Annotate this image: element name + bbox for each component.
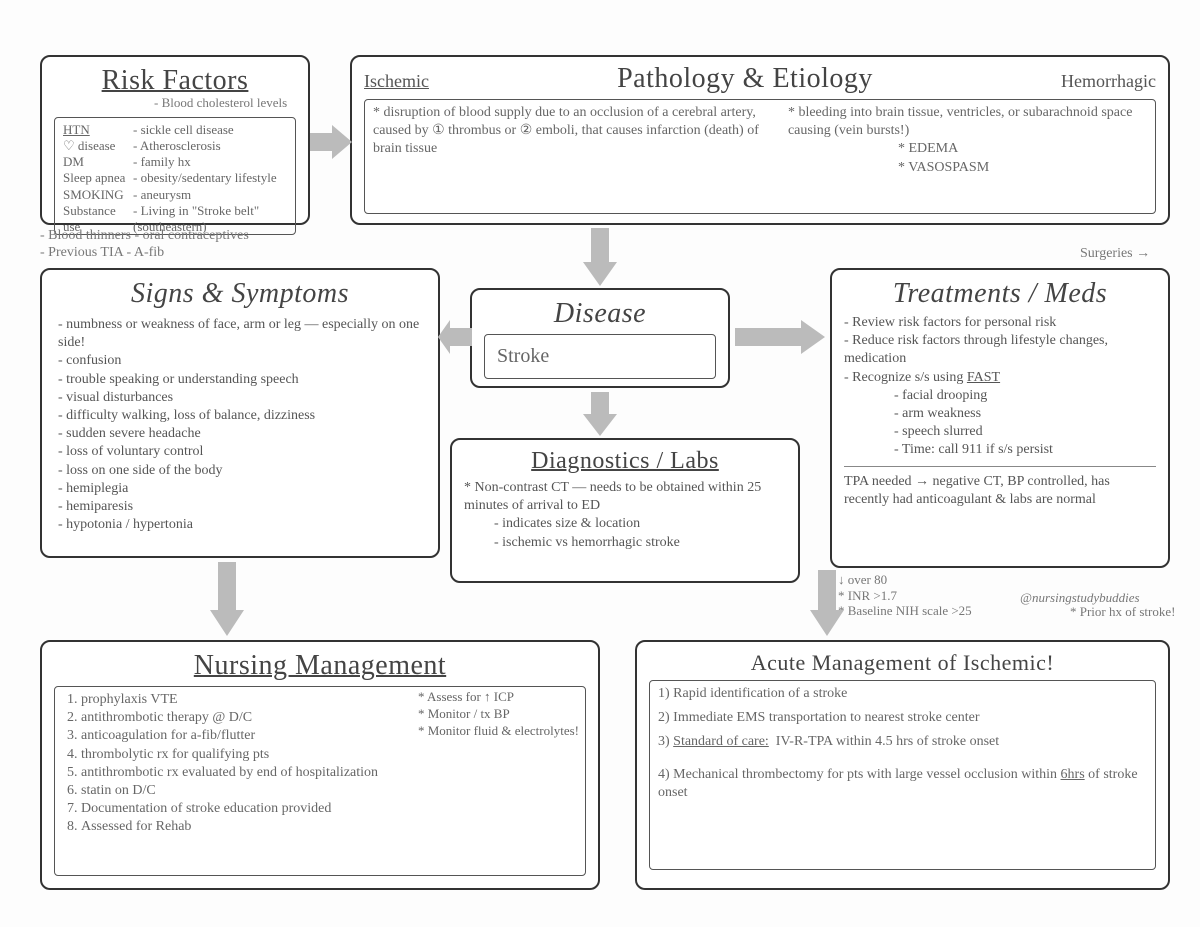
risk-below: - Blood thinners - oral contraceptives -… bbox=[40, 228, 320, 262]
fast-3: - Time: call 911 if s/s persist bbox=[894, 441, 1156, 459]
signs-6: loss of voluntary control bbox=[58, 443, 422, 461]
nursing-box: Nursing Management prophylaxis VTE antit… bbox=[40, 640, 600, 890]
risk-c2-3: - obesity/sedentary lifestyle bbox=[133, 170, 287, 186]
path-hem-label: Hemorrhagic bbox=[1061, 71, 1156, 92]
risk-factors-box: Risk Factors - Blood cholesterol levels … bbox=[40, 55, 310, 225]
treat-below2: * Prior hx of stroke! bbox=[1070, 604, 1190, 620]
arrow-disease-to-diag bbox=[583, 392, 617, 436]
diag-text: * Non-contrast CT — needs to be obtained… bbox=[464, 479, 786, 515]
path-isch-text: * disruption of blood supply due to an o… bbox=[373, 104, 768, 209]
diag-b1: - indicates size & location bbox=[464, 515, 786, 533]
signs-1: confusion bbox=[58, 352, 422, 370]
nur-5: statin on D/C bbox=[81, 782, 577, 800]
disease-title: Disease bbox=[484, 298, 716, 330]
signs-4: difficulty walking, loss of balance, diz… bbox=[58, 407, 422, 425]
ac-3: Mechanical thrombectomy for pts with lar… bbox=[658, 767, 1138, 800]
risk-c1-3: Sleep apnea bbox=[63, 170, 127, 186]
nur-s0: * Assess for ↑ ICP bbox=[418, 689, 579, 706]
signs-list: numbness or weakness of face, arm or leg… bbox=[54, 314, 426, 536]
arrow-path-to-disease bbox=[583, 228, 617, 286]
treat-0: Review risk factors for personal risk bbox=[844, 314, 1156, 332]
path-hem-b2: * VASOSPASM bbox=[788, 159, 1147, 177]
nur-3: thrombolytic rx for qualifying pts bbox=[81, 746, 577, 764]
path-hem-b1: * EDEMA bbox=[788, 140, 1147, 158]
nur-4: antithrombotic rx evaluated by end of ho… bbox=[81, 764, 577, 782]
risk-c1-4: SMOKING bbox=[63, 187, 127, 203]
signs-10: hypotonia / hypertonia bbox=[58, 516, 422, 534]
pathology-box: Ischemic Pathology & Etiology Hemorrhagi… bbox=[350, 55, 1170, 225]
signs-7: loss on one side of the body bbox=[58, 462, 422, 480]
signs-3: visual disturbances bbox=[58, 389, 422, 407]
signs-box: Signs & Symptoms numbness or weakness of… bbox=[40, 268, 440, 558]
fast-1: - arm weakness bbox=[894, 405, 1156, 423]
risk-c1-1: ♡ disease bbox=[63, 138, 127, 154]
risk-c2-2: - family hx bbox=[133, 154, 287, 170]
fast-2: - speech slurred bbox=[894, 423, 1156, 441]
risk-title: Risk Factors bbox=[54, 65, 296, 97]
signs-title: Signs & Symptoms bbox=[54, 278, 426, 310]
risk-c2-0: - sickle cell disease bbox=[133, 122, 287, 138]
diag-b2: - ischemic vs hemorrhagic stroke bbox=[464, 534, 786, 552]
ac-0: Rapid identification of a stroke bbox=[673, 686, 847, 701]
diag-box: Diagnostics / Labs * Non-contrast CT — n… bbox=[450, 438, 800, 583]
signs-8: hemiplegia bbox=[58, 480, 422, 498]
treat-2: Recognize s/s using FAST bbox=[844, 369, 1156, 387]
disease-box: Disease Stroke bbox=[470, 288, 730, 388]
risk-c1-0: HTN bbox=[63, 122, 127, 138]
treat-1: Reduce risk factors through lifestyle ch… bbox=[844, 332, 1156, 368]
arrow-risk-to-path bbox=[310, 125, 352, 159]
signs-5: sudden severe headache bbox=[58, 425, 422, 443]
nur-7: Assessed for Rehab bbox=[81, 818, 577, 836]
arrow-disease-to-treat bbox=[735, 320, 825, 354]
path-title: Pathology & Etiology bbox=[429, 63, 1061, 95]
treat-box: Treatments / Meds Review risk factors fo… bbox=[830, 268, 1170, 568]
nur-s1: * Monitor / tx BP bbox=[418, 706, 579, 723]
ac-1: Immediate EMS transportation to nearest … bbox=[673, 710, 979, 725]
nur-s2: * Monitor fluid & electrolytes! bbox=[418, 723, 579, 740]
acute-box: Acute Management of Ischemic! 1) Rapid i… bbox=[635, 640, 1170, 890]
fast-0: - facial drooping bbox=[894, 387, 1156, 405]
risk-c1-2: DM bbox=[63, 154, 127, 170]
path-hem-text: * bleeding into brain tissue, ventricles… bbox=[788, 104, 1147, 140]
risk-c2-1: - Atherosclerosis bbox=[133, 138, 287, 154]
treat-body: Review risk factors for personal risk Re… bbox=[844, 314, 1156, 509]
acute-inner: 1) Rapid identification of a stroke 2) I… bbox=[649, 680, 1156, 870]
signs-9: hemiparesis bbox=[58, 498, 422, 516]
diag-title: Diagnostics / Labs bbox=[464, 448, 786, 475]
risk-c2-4: - aneurysm bbox=[133, 187, 287, 203]
disease-name: Stroke bbox=[484, 334, 716, 379]
risk-inner: HTN ♡ disease DM Sleep apnea SMOKING Sub… bbox=[54, 117, 296, 235]
nursing-title: Nursing Management bbox=[54, 650, 586, 682]
signs-0: numbness or weakness of face, arm or leg… bbox=[58, 316, 422, 352]
surgeries-note: Surgeries → bbox=[1080, 246, 1150, 263]
path-isch-label: Ischemic bbox=[364, 71, 429, 92]
treat-tpa: TPA needed → negative CT, BP controlled,… bbox=[844, 473, 1156, 509]
arrow-disease-to-signs bbox=[438, 320, 472, 354]
arrow-treat-to-acute bbox=[810, 570, 844, 636]
nursing-inner: prophylaxis VTE antithrombotic therapy @… bbox=[54, 686, 586, 876]
arrow-signs-to-nursing bbox=[210, 562, 244, 636]
treat-title: Treatments / Meds bbox=[844, 278, 1156, 310]
path-inner: * disruption of blood supply due to an o… bbox=[364, 99, 1156, 214]
nur-6: Documentation of stroke education provid… bbox=[81, 800, 577, 818]
acute-title: Acute Management of Ischemic! bbox=[649, 650, 1156, 676]
signs-2: trouble speaking or understanding speech bbox=[58, 371, 422, 389]
diag-body: * Non-contrast CT — needs to be obtained… bbox=[464, 479, 786, 552]
